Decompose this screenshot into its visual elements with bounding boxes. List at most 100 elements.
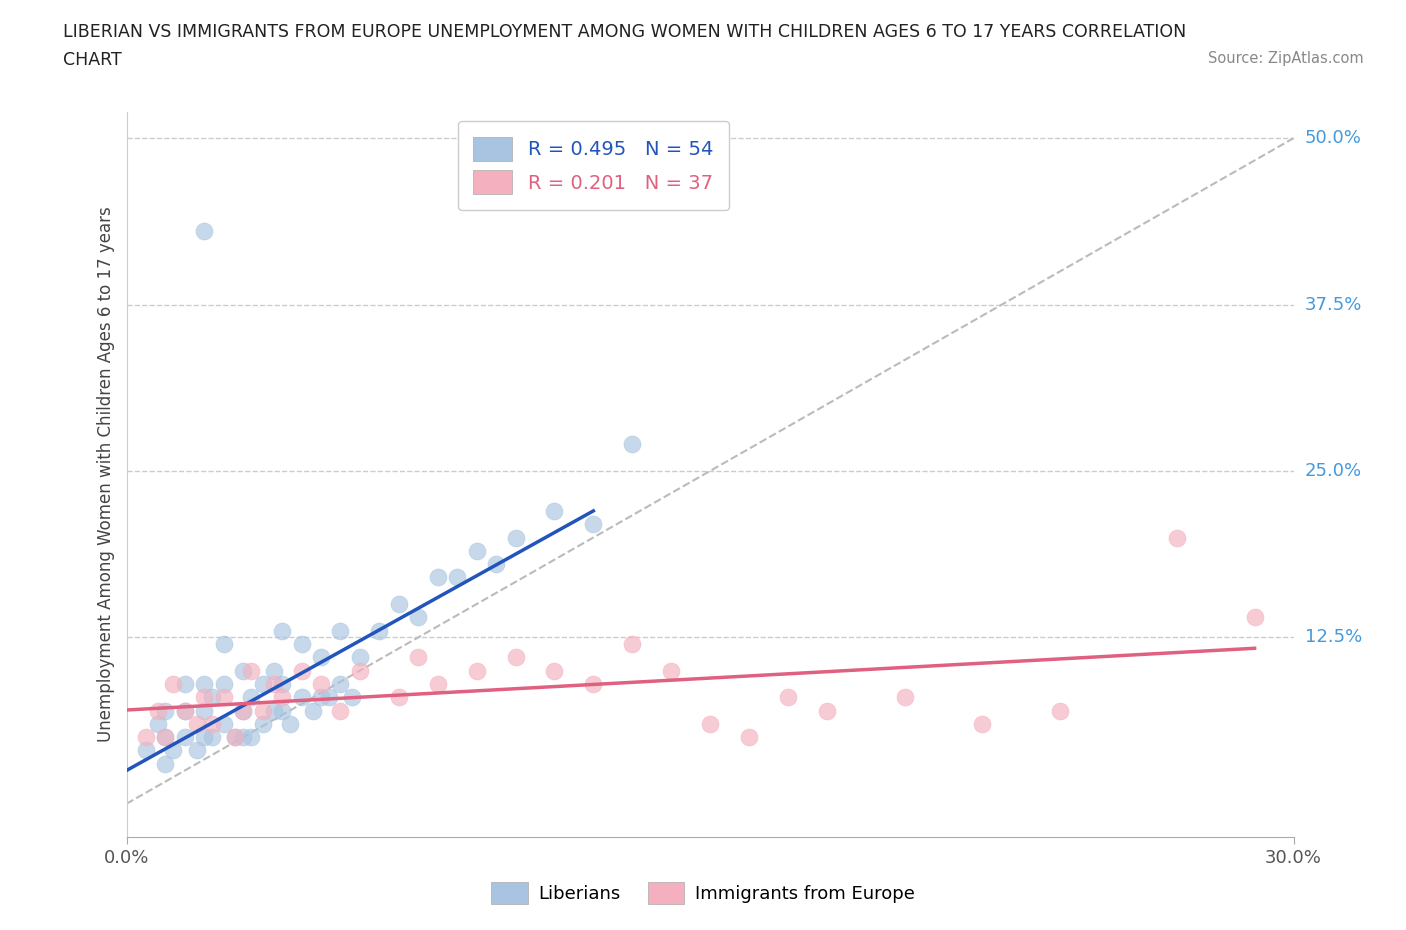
- Point: [465, 543, 488, 558]
- Point: [174, 703, 197, 718]
- Text: 50.0%: 50.0%: [1305, 129, 1361, 147]
- Point: [174, 676, 197, 691]
- Point: [232, 703, 254, 718]
- Point: [893, 690, 915, 705]
- Point: [201, 730, 224, 745]
- Point: [212, 690, 235, 705]
- Point: [738, 730, 761, 745]
- Text: Source: ZipAtlas.com: Source: ZipAtlas.com: [1208, 51, 1364, 66]
- Point: [329, 623, 352, 638]
- Point: [252, 716, 274, 731]
- Point: [349, 650, 371, 665]
- Point: [174, 730, 197, 745]
- Point: [263, 663, 285, 678]
- Point: [240, 730, 263, 745]
- Point: [1166, 530, 1188, 545]
- Point: [408, 610, 430, 625]
- Point: [263, 676, 285, 691]
- Point: [1243, 610, 1265, 625]
- Point: [621, 437, 644, 452]
- Point: [388, 597, 411, 612]
- Point: [224, 730, 246, 745]
- Point: [278, 716, 301, 731]
- Point: [388, 690, 411, 705]
- Point: [135, 730, 157, 745]
- Point: [368, 623, 391, 638]
- Point: [232, 663, 254, 678]
- Text: 25.0%: 25.0%: [1305, 462, 1362, 480]
- Point: [155, 730, 177, 745]
- Point: [201, 690, 224, 705]
- Point: [776, 690, 799, 705]
- Text: 37.5%: 37.5%: [1305, 296, 1362, 313]
- Point: [240, 690, 263, 705]
- Point: [446, 570, 468, 585]
- Point: [582, 517, 605, 532]
- Y-axis label: Unemployment Among Women with Children Ages 6 to 17 years: Unemployment Among Women with Children A…: [97, 206, 115, 742]
- Point: [271, 623, 294, 638]
- Point: [408, 650, 430, 665]
- Point: [972, 716, 994, 731]
- Point: [543, 663, 565, 678]
- Text: 12.5%: 12.5%: [1305, 629, 1362, 646]
- Point: [232, 703, 254, 718]
- Point: [340, 690, 363, 705]
- Point: [263, 703, 285, 718]
- Point: [318, 690, 340, 705]
- Point: [659, 663, 682, 678]
- Point: [271, 676, 294, 691]
- Point: [290, 690, 312, 705]
- Text: CHART: CHART: [63, 51, 122, 69]
- Point: [290, 636, 312, 651]
- Point: [505, 530, 527, 545]
- Point: [815, 703, 838, 718]
- Point: [290, 663, 312, 678]
- Point: [162, 676, 184, 691]
- Point: [699, 716, 721, 731]
- Point: [252, 703, 274, 718]
- Point: [302, 703, 325, 718]
- Point: [193, 690, 215, 705]
- Point: [212, 716, 235, 731]
- Point: [162, 743, 184, 758]
- Legend: R = 0.495   N = 54, R = 0.201   N = 37: R = 0.495 N = 54, R = 0.201 N = 37: [458, 121, 728, 209]
- Point: [309, 690, 332, 705]
- Point: [240, 663, 263, 678]
- Point: [271, 703, 294, 718]
- Point: [135, 743, 157, 758]
- Point: [485, 557, 508, 572]
- Point: [329, 703, 352, 718]
- Point: [146, 703, 169, 718]
- Point: [232, 730, 254, 745]
- Point: [426, 676, 449, 691]
- Point: [505, 650, 527, 665]
- Point: [224, 730, 246, 745]
- Point: [212, 636, 235, 651]
- Point: [155, 730, 177, 745]
- Legend: Liberians, Immigrants from Europe: Liberians, Immigrants from Europe: [484, 875, 922, 911]
- Point: [349, 663, 371, 678]
- Point: [621, 636, 644, 651]
- Point: [201, 716, 224, 731]
- Point: [543, 503, 565, 518]
- Point: [193, 224, 215, 239]
- Point: [309, 676, 332, 691]
- Point: [582, 676, 605, 691]
- Point: [155, 756, 177, 771]
- Point: [271, 690, 294, 705]
- Point: [193, 730, 215, 745]
- Point: [212, 676, 235, 691]
- Point: [426, 570, 449, 585]
- Text: LIBERIAN VS IMMIGRANTS FROM EUROPE UNEMPLOYMENT AMONG WOMEN WITH CHILDREN AGES 6: LIBERIAN VS IMMIGRANTS FROM EUROPE UNEMP…: [63, 23, 1187, 41]
- Point: [174, 703, 197, 718]
- Point: [186, 743, 208, 758]
- Point: [252, 676, 274, 691]
- Point: [193, 703, 215, 718]
- Point: [465, 663, 488, 678]
- Point: [146, 716, 169, 731]
- Point: [329, 676, 352, 691]
- Point: [1049, 703, 1071, 718]
- Point: [193, 676, 215, 691]
- Point: [155, 703, 177, 718]
- Point: [186, 716, 208, 731]
